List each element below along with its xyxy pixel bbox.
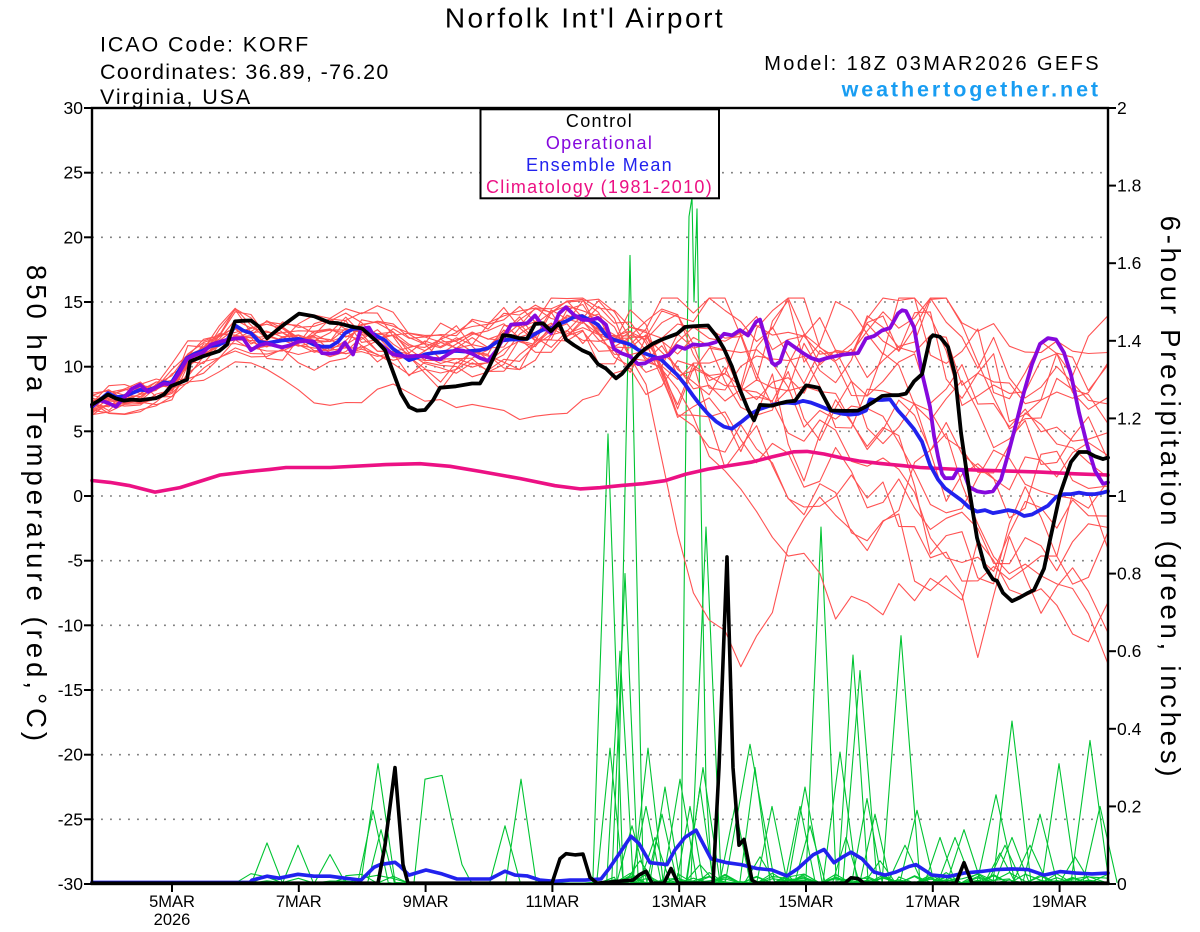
svg-text:1.6: 1.6 (1117, 253, 1141, 273)
svg-text:-30: -30 (58, 874, 84, 894)
svg-text:5: 5 (73, 421, 83, 441)
svg-text:850 hPa Temperature (red,°C): 850 hPa Temperature (red,°C) (21, 265, 52, 745)
svg-text:15: 15 (64, 292, 83, 312)
svg-text:10: 10 (64, 357, 84, 377)
svg-text:1.2: 1.2 (1117, 408, 1141, 428)
svg-text:0: 0 (1117, 874, 1127, 894)
svg-text:1.8: 1.8 (1117, 176, 1141, 196)
svg-text:1: 1 (1117, 486, 1127, 506)
svg-text:ICAO Code: KORF: ICAO Code: KORF (100, 33, 310, 57)
svg-text:Ensemble Mean: Ensemble Mean (526, 155, 673, 175)
svg-text:weathertogether.net: weathertogether.net (841, 78, 1101, 102)
svg-text:1.4: 1.4 (1117, 331, 1142, 351)
svg-text:17MAR: 17MAR (905, 893, 960, 911)
svg-text:Model: 18Z 03MAR2026 GEFS: Model: 18Z 03MAR2026 GEFS (764, 53, 1101, 75)
svg-text:5MAR: 5MAR (149, 893, 195, 911)
svg-text:Climatology (1981-2010): Climatology (1981-2010) (486, 177, 713, 197)
svg-text:-15: -15 (58, 680, 83, 700)
svg-text:0: 0 (73, 486, 83, 506)
svg-text:20: 20 (64, 227, 84, 247)
svg-text:13MAR: 13MAR (652, 893, 707, 911)
svg-text:Virginia, USA: Virginia, USA (100, 85, 252, 109)
svg-text:0.4: 0.4 (1117, 719, 1142, 739)
svg-text:6-hour Precipitation (green, i: 6-hour Precipitation (green, inches) (1155, 216, 1186, 781)
svg-text:-10: -10 (58, 615, 84, 635)
svg-text:2026: 2026 (154, 911, 191, 927)
svg-text:15MAR: 15MAR (778, 893, 833, 911)
svg-text:25: 25 (64, 163, 83, 183)
svg-text:9MAR: 9MAR (403, 893, 449, 911)
svg-text:0.2: 0.2 (1117, 796, 1141, 816)
svg-text:Control: Control (566, 111, 633, 131)
svg-text:11MAR: 11MAR (526, 893, 580, 911)
svg-text:Norfolk Int'l Airport: Norfolk Int'l Airport (445, 3, 725, 34)
svg-text:-25: -25 (58, 809, 83, 829)
svg-text:19MAR: 19MAR (1032, 893, 1087, 911)
svg-text:Coordinates: 36.89, -76.20: Coordinates: 36.89, -76.20 (100, 60, 390, 84)
svg-text:Operational: Operational (546, 133, 653, 153)
svg-text:-20: -20 (58, 745, 84, 765)
svg-text:0.8: 0.8 (1117, 564, 1141, 584)
svg-text:0.6: 0.6 (1117, 641, 1141, 661)
svg-text:30: 30 (64, 98, 84, 118)
svg-text:7MAR: 7MAR (276, 893, 322, 911)
svg-text:2: 2 (1117, 98, 1127, 118)
svg-text:-5: -5 (67, 551, 83, 571)
